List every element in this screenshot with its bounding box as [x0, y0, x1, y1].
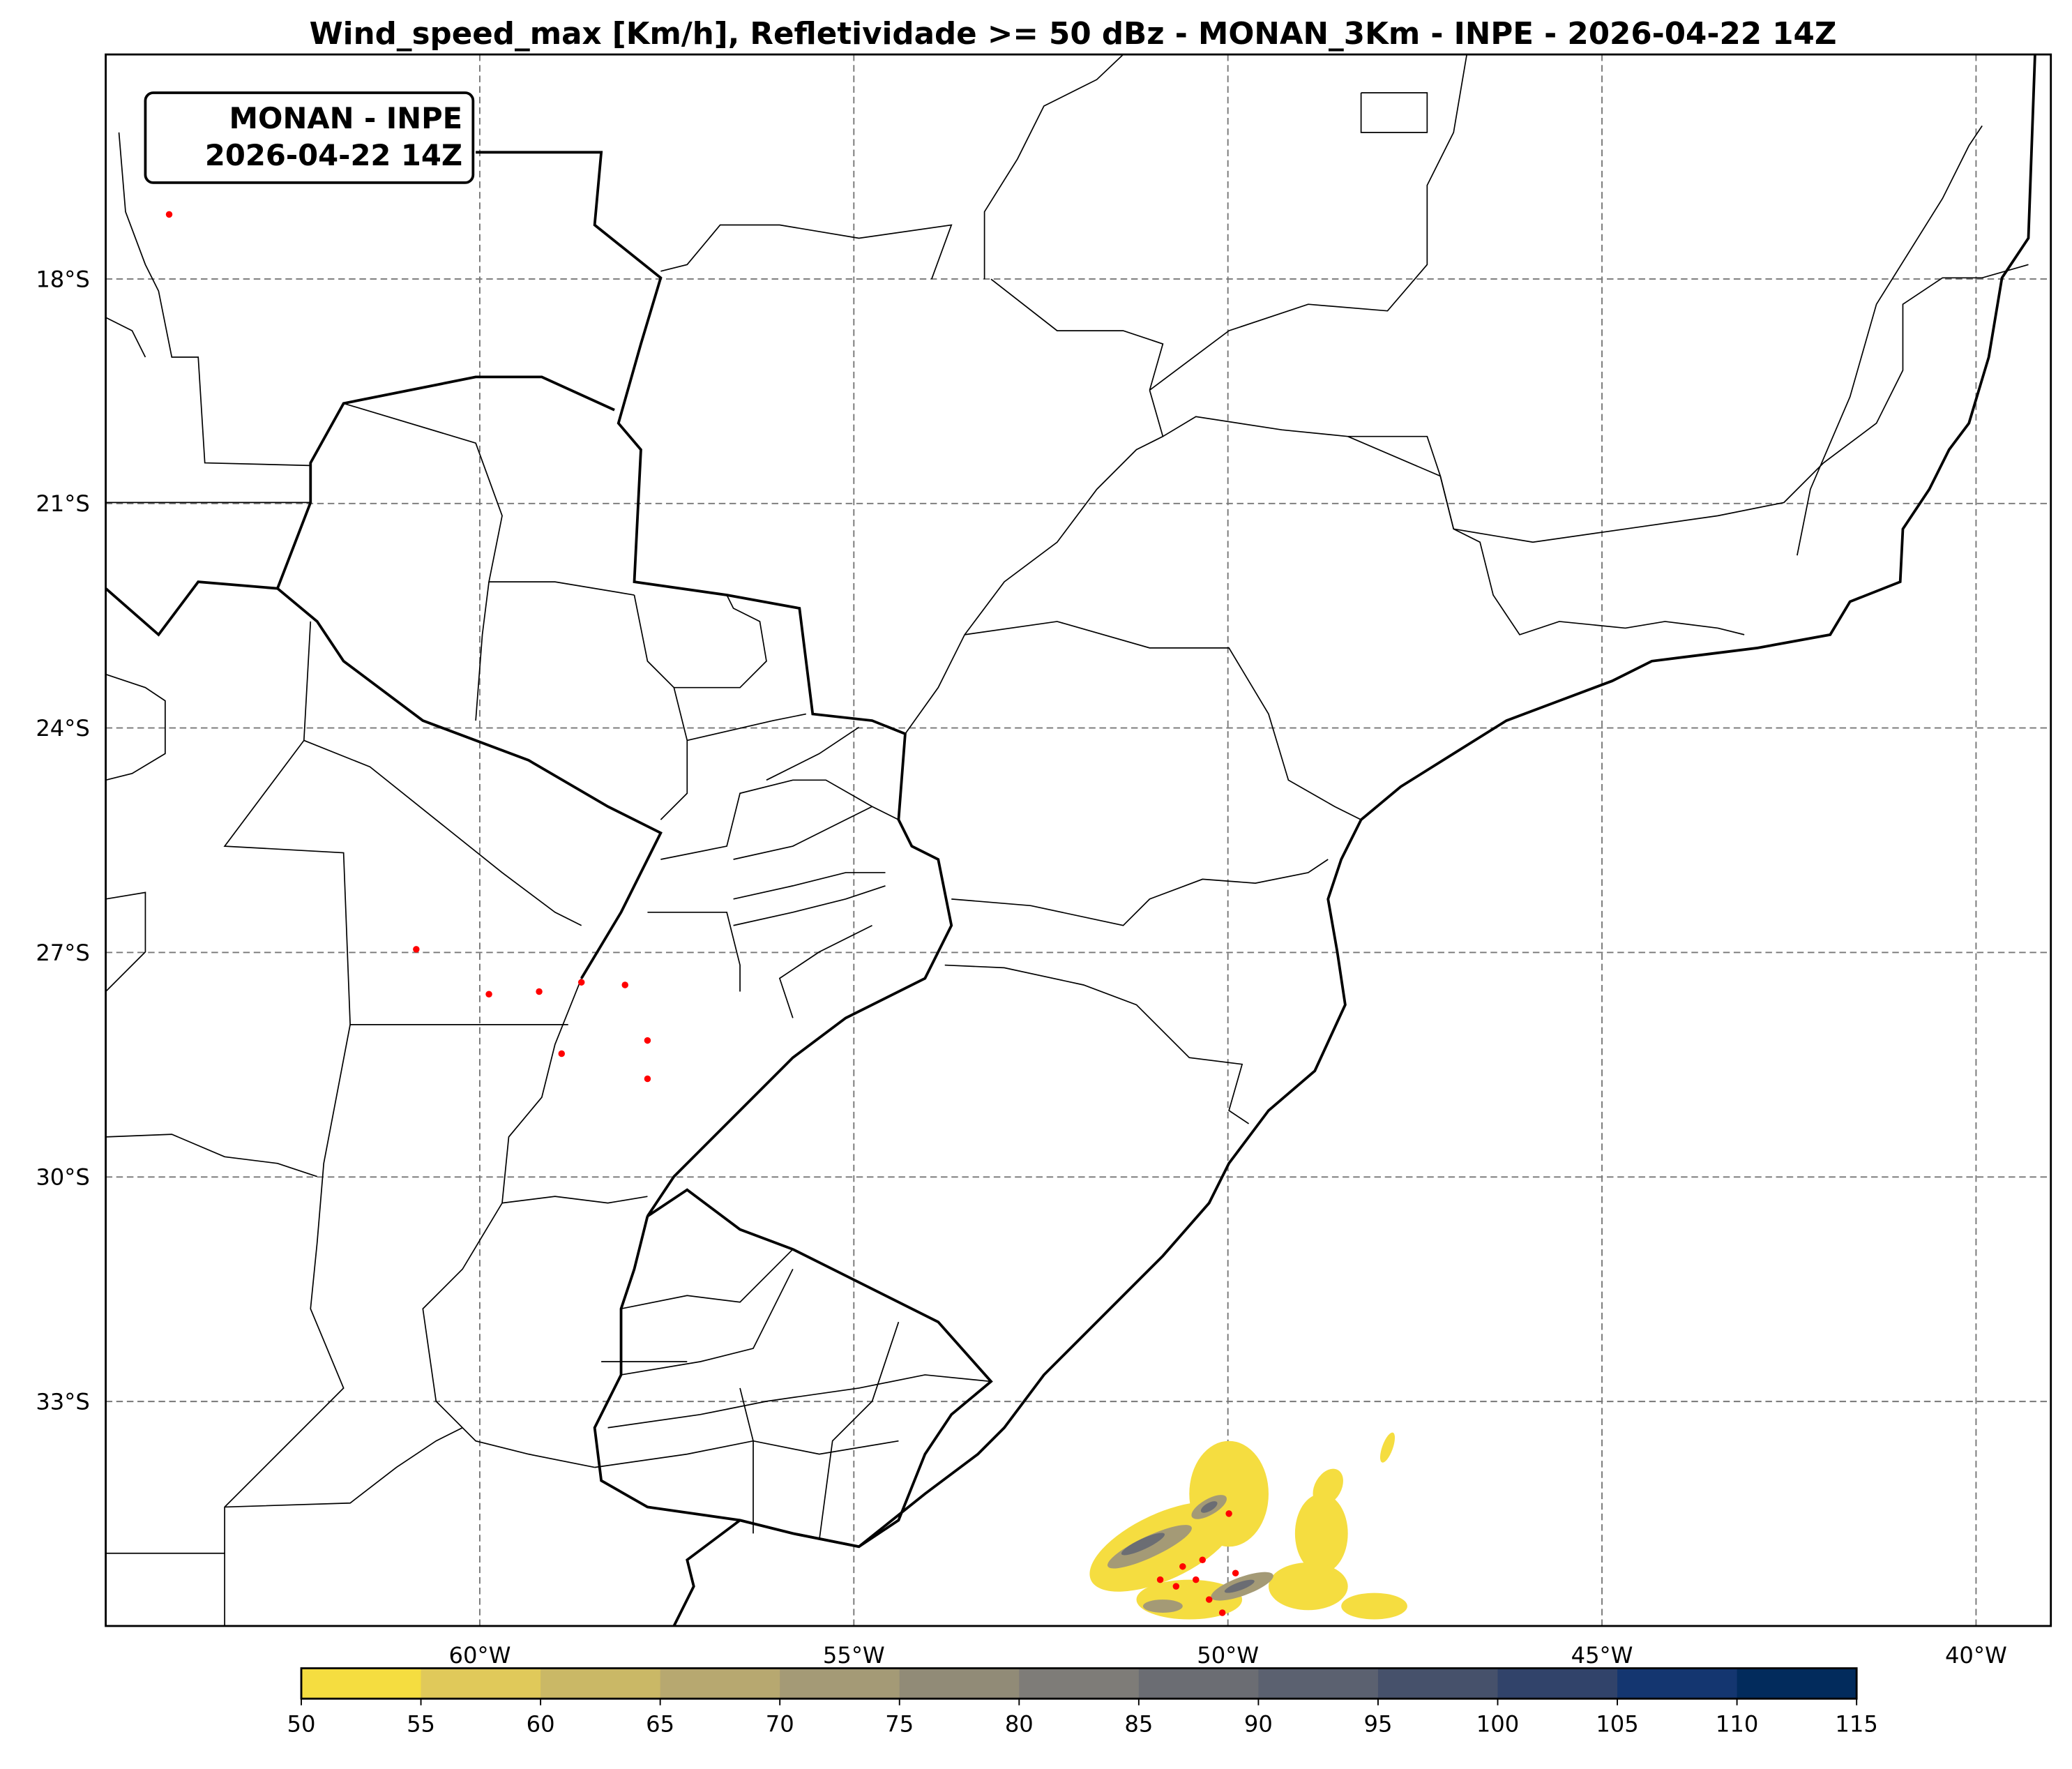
figure-title: Wind_speed_max [Km/h], Refletividade >= …	[310, 17, 1837, 52]
wind-contour-50	[1189, 1440, 1269, 1547]
reflectivity-cell	[577, 979, 585, 986]
wind-contour-85	[1224, 1579, 1255, 1593]
colorbar-tick-label: 80	[1005, 1711, 1034, 1738]
wind-contour-50	[1313, 1468, 1343, 1506]
country-borders	[105, 54, 2036, 1627]
lat-label: 33°S	[36, 1388, 90, 1415]
colorbar-bin	[421, 1668, 542, 1699]
colorbar-frame	[300, 1667, 1858, 1700]
lon-label: 50°W	[1197, 1642, 1259, 1669]
lat-label: 27°S	[36, 940, 90, 966]
reflectivity-cell	[1156, 1576, 1164, 1583]
colorbar-tick-label: 85	[1124, 1711, 1153, 1738]
reflectivity-cell	[1225, 1510, 1232, 1517]
wind-contour-50	[1341, 1593, 1407, 1620]
lon-label: 40°W	[1945, 1642, 2007, 1669]
colorbar-tick-label: 90	[1244, 1711, 1273, 1738]
colorbar-bin	[899, 1668, 1020, 1699]
colorbar-tick-label: 100	[1476, 1711, 1519, 1738]
colorbar-bin	[660, 1668, 781, 1699]
colorbar-tick-label: 105	[1596, 1711, 1638, 1738]
colorbar-bin	[1258, 1668, 1379, 1699]
colorbar-tick-label: 110	[1716, 1711, 1758, 1738]
reflectivity-cell	[1199, 1556, 1206, 1563]
lon-label: 45°W	[1571, 1642, 1633, 1669]
colorbar: 50 55 60 65 70 75 80 85 90 95 100 105 110 115	[287, 1667, 1878, 1738]
longitude-labels: 60°W 55°W 50°W 45°W 40°W	[448, 1642, 2006, 1669]
reflectivity-cell	[558, 1050, 566, 1057]
colorbar-bin	[1019, 1668, 1140, 1699]
colorbar-bin	[540, 1668, 661, 1699]
colorbar-bin	[1377, 1668, 1499, 1699]
reflectivity-cell	[485, 991, 492, 998]
colorbar-tick-label: 75	[885, 1711, 914, 1738]
reflectivity-cell	[413, 946, 420, 953]
reflectivity-cell	[621, 981, 628, 988]
colorbar-bin	[1737, 1668, 1858, 1699]
lon-label: 60°W	[448, 1642, 511, 1669]
state-borders	[105, 54, 2029, 1626]
wind-contour-85	[1200, 1501, 1218, 1513]
colorbar-bin	[1138, 1668, 1260, 1699]
lat-label: 24°S	[36, 715, 90, 742]
gridlines	[105, 54, 2051, 1626]
wind-speed-field	[165, 211, 1407, 1620]
latitude-labels: 18°S 21°S 24°S 27°S 30°S 33°S	[36, 266, 90, 1415]
lon-label: 55°W	[823, 1642, 885, 1669]
lat-label: 18°S	[36, 266, 90, 292]
lat-label: 21°S	[36, 490, 90, 517]
info-box-line1: MONAN - INPE	[229, 101, 463, 135]
reflectivity-cell	[1172, 1583, 1180, 1590]
reflectivity-cell	[1193, 1576, 1200, 1583]
reflectivity-cell	[644, 1037, 651, 1044]
map-area	[105, 53, 2052, 1627]
colorbar-tick-label: 95	[1363, 1711, 1392, 1738]
reflectivity-cell	[1232, 1569, 1239, 1576]
wind-contour-50	[1379, 1432, 1396, 1463]
info-box-line2: 2026-04-22 14Z	[205, 138, 462, 172]
reflectivity-cell	[536, 988, 543, 995]
info-box: MONAN - INPE 2026-04-22 14Z	[144, 91, 475, 184]
colorbar-tick-label: 55	[407, 1711, 435, 1738]
reflectivity-cell	[1179, 1563, 1186, 1570]
wind-contour-70	[1107, 1525, 1192, 1569]
colorbar-bin	[1497, 1668, 1619, 1699]
reflectivity-cell	[1205, 1596, 1213, 1603]
wind-contour-50	[1294, 1493, 1348, 1574]
reflectivity-cell	[644, 1075, 651, 1083]
wind-contour-70	[1142, 1599, 1183, 1613]
colorbar-tick-label: 65	[646, 1711, 674, 1738]
map-frame	[105, 53, 2052, 1627]
wind-contour-50	[1268, 1563, 1348, 1611]
reflectivity-cell	[165, 211, 173, 218]
colorbar-tick-label: 70	[766, 1711, 794, 1738]
colorbar-bin	[301, 1668, 422, 1699]
reflectivity-cell	[1218, 1609, 1226, 1616]
colorbar-bin	[1617, 1668, 1738, 1699]
colorbar-tick-label: 50	[287, 1711, 316, 1738]
lat-label: 30°S	[36, 1164, 90, 1191]
colorbar-bin	[780, 1668, 900, 1699]
colorbar-tick-label: 60	[527, 1711, 555, 1738]
colorbar-tick-label: 115	[1835, 1711, 1877, 1738]
wind-contour-85	[1121, 1533, 1165, 1556]
